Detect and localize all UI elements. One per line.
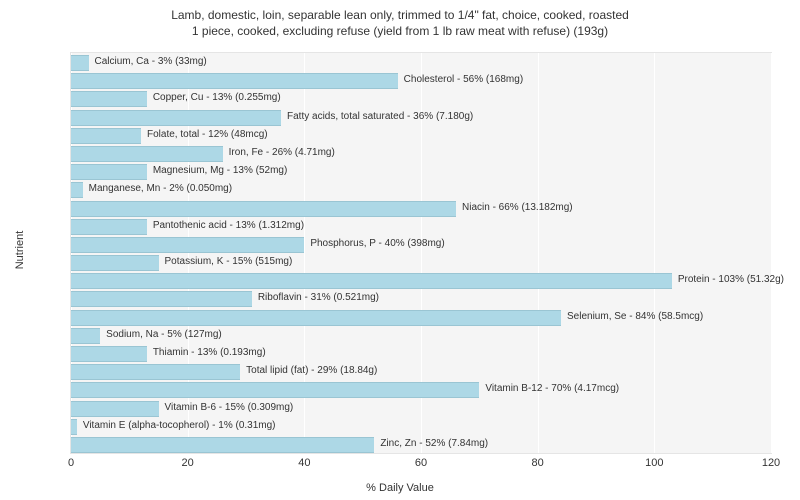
x-tick: 0 (68, 453, 74, 469)
chart-title: Lamb, domestic, loin, separable lean onl… (0, 0, 800, 39)
nutrient-label: Copper, Cu - 13% (0.255mg) (153, 91, 281, 105)
nutrient-label: Folate, total - 12% (48mcg) (147, 128, 268, 142)
plot-area: 020406080100120Calcium, Ca - 3% (33mg)Ch… (70, 52, 772, 454)
x-tick: 120 (762, 453, 780, 469)
nutrient-bar (71, 146, 223, 162)
nutrient-bar (71, 182, 83, 198)
title-line-1: Lamb, domestic, loin, separable lean onl… (0, 8, 800, 24)
x-tick: 40 (298, 453, 310, 469)
nutrient-bar (71, 437, 374, 453)
nutrient-label: Phosphorus, P - 40% (398mg) (310, 237, 444, 251)
nutrient-label: Magnesium, Mg - 13% (52mg) (153, 164, 288, 178)
x-tick: 60 (415, 453, 427, 469)
nutrient-bar (71, 382, 479, 398)
nutrient-bar (71, 73, 398, 89)
nutrient-label: Cholesterol - 56% (168mg) (404, 73, 524, 87)
nutrient-bar (71, 419, 77, 435)
x-tick: 80 (532, 453, 544, 469)
nutrient-label: Calcium, Ca - 3% (33mg) (95, 55, 207, 69)
nutrient-bar (71, 128, 141, 144)
nutrient-bar (71, 237, 304, 253)
nutrient-bar (71, 291, 252, 307)
grid-line (654, 53, 655, 453)
nutrient-bar (71, 91, 147, 107)
nutrient-label: Zinc, Zn - 52% (7.84mg) (380, 437, 488, 451)
x-axis-label: % Daily Value (366, 482, 434, 494)
nutrient-bar (71, 364, 240, 380)
nutrient-label: Pantothenic acid - 13% (1.312mg) (153, 219, 304, 233)
nutrient-bar (71, 328, 100, 344)
nutrient-label: Selenium, Se - 84% (58.5mcg) (567, 310, 703, 324)
nutrient-label: Sodium, Na - 5% (127mg) (106, 328, 222, 342)
nutrient-label: Vitamin B-6 - 15% (0.309mg) (165, 401, 294, 415)
nutrient-label: Iron, Fe - 26% (4.71mg) (229, 146, 335, 160)
nutrient-label: Niacin - 66% (13.182mg) (462, 201, 573, 215)
nutrient-label: Riboflavin - 31% (0.521mg) (258, 291, 379, 305)
nutrient-bar (71, 219, 147, 235)
y-axis-label: Nutrient (14, 231, 26, 270)
nutrient-bar (71, 164, 147, 180)
nutrient-label: Potassium, K - 15% (515mg) (165, 255, 293, 269)
nutrient-bar (71, 255, 159, 271)
nutrient-label: Total lipid (fat) - 29% (18.84g) (246, 364, 377, 378)
nutrient-bar (71, 346, 147, 362)
nutrient-label: Vitamin B-12 - 70% (4.17mcg) (485, 382, 619, 396)
nutrient-label: Vitamin E (alpha-tocopherol) - 1% (0.31m… (83, 419, 276, 433)
nutrient-label: Manganese, Mn - 2% (0.050mg) (89, 182, 232, 196)
nutrient-bar (71, 110, 281, 126)
nutrient-label: Fatty acids, total saturated - 36% (7.18… (287, 110, 473, 124)
nutrient-bar (71, 401, 159, 417)
grid-line (771, 53, 772, 453)
nutrient-bar (71, 55, 89, 71)
x-tick: 20 (182, 453, 194, 469)
nutrient-label: Thiamin - 13% (0.193mg) (153, 346, 266, 360)
x-tick: 100 (645, 453, 663, 469)
nutrition-chart: Lamb, domestic, loin, separable lean onl… (0, 0, 800, 500)
nutrient-bar (71, 201, 456, 217)
title-line-2: 1 piece, cooked, excluding refuse (yield… (0, 24, 800, 40)
nutrient-bar (71, 273, 672, 289)
nutrient-label: Protein - 103% (51.32g) (678, 273, 784, 287)
nutrient-bar (71, 310, 561, 326)
